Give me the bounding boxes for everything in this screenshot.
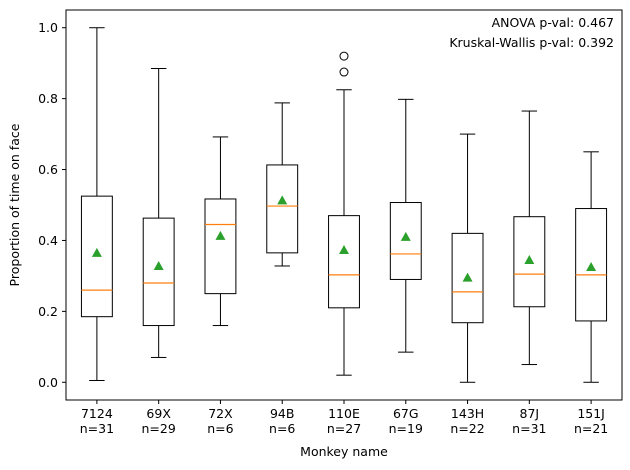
x-tick-sample-size: n=29	[142, 421, 176, 436]
iqr-box	[80, 195, 113, 318]
kruskal-wallis-pval-annotation: Kruskal-Wallis p-val: 0.392	[449, 35, 614, 50]
outlier-point	[339, 67, 349, 77]
iqr-box	[389, 202, 422, 280]
x-tick-label: 143H	[451, 406, 484, 421]
x-tick-sample-size: n=31	[80, 421, 114, 436]
box-group-151j	[575, 151, 608, 383]
x-tick-sample-size: n=6	[207, 421, 233, 436]
y-tick-label: 0.6	[38, 162, 58, 177]
iqr-box	[451, 232, 484, 324]
box-group-94b	[266, 102, 299, 267]
x-tick-label: 67G	[393, 406, 419, 421]
y-tick-label: 0.0	[38, 375, 58, 390]
y-axis: 0.0 0.2 0.4 0.6 0.8 1.0	[38, 20, 66, 390]
mean-marker	[524, 254, 535, 264]
box-group-110e	[328, 51, 360, 376]
x-axis: 7124n=3169Xn=2972Xn=694Bn=6110En=2767Gn=…	[80, 400, 608, 436]
anova-pval-annotation: ANOVA p-val: 0.467	[492, 15, 614, 30]
mean-marker	[462, 272, 473, 282]
mean-marker	[91, 247, 102, 257]
x-tick-sample-size: n=22	[450, 421, 484, 436]
mean-marker	[153, 260, 164, 270]
iqr-box	[142, 217, 175, 327]
x-tick-sample-size: n=21	[574, 421, 608, 436]
x-tick-label: 7124	[81, 406, 113, 421]
iqr-box	[575, 208, 608, 322]
box-group-7124	[80, 27, 113, 381]
x-tick-label: 110E	[328, 406, 360, 421]
x-tick-sample-size: n=27	[327, 421, 361, 436]
x-axis-label: Monkey name	[300, 444, 388, 459]
box-group-87j	[513, 110, 546, 366]
iqr-box	[204, 198, 237, 295]
y-axis-label: Proportion of time on face	[7, 123, 22, 286]
x-tick-label: 72X	[208, 406, 233, 421]
box-group-67g	[389, 98, 422, 353]
mean-marker	[215, 230, 226, 240]
y-tick-label: 1.0	[38, 20, 58, 35]
mean-marker	[400, 231, 411, 241]
y-tick-label: 0.4	[38, 233, 58, 248]
box-group-143h	[451, 133, 484, 383]
mean-marker	[277, 195, 288, 205]
x-tick-label: 87J	[520, 406, 540, 421]
y-tick-label: 0.8	[38, 91, 58, 106]
mean-marker	[586, 262, 597, 272]
x-tick-label: 69X	[146, 406, 171, 421]
iqr-box	[328, 215, 360, 309]
x-tick-label: 151J	[577, 406, 605, 421]
mean-marker	[339, 245, 349, 255]
box-group-69x	[142, 68, 175, 358]
x-tick-sample-size: n=6	[269, 421, 295, 436]
x-tick-sample-size: n=31	[512, 421, 546, 436]
outlier-point	[339, 51, 349, 61]
iqr-box	[266, 164, 299, 254]
plot-content	[80, 27, 608, 383]
x-tick-sample-size: n=19	[389, 421, 423, 436]
box-group-72x	[204, 136, 237, 327]
iqr-box	[513, 216, 546, 308]
y-tick-label: 0.2	[38, 304, 58, 319]
x-tick-label: 94B	[270, 406, 294, 421]
